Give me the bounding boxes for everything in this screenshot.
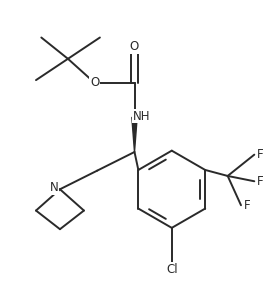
Text: O: O <box>90 76 99 89</box>
Polygon shape <box>132 118 137 152</box>
Text: NH: NH <box>132 109 150 123</box>
Text: F: F <box>243 199 250 212</box>
Text: Cl: Cl <box>166 263 178 276</box>
Text: F: F <box>257 148 263 161</box>
Text: O: O <box>130 40 139 53</box>
Text: N: N <box>50 181 59 194</box>
Text: F: F <box>257 175 263 188</box>
